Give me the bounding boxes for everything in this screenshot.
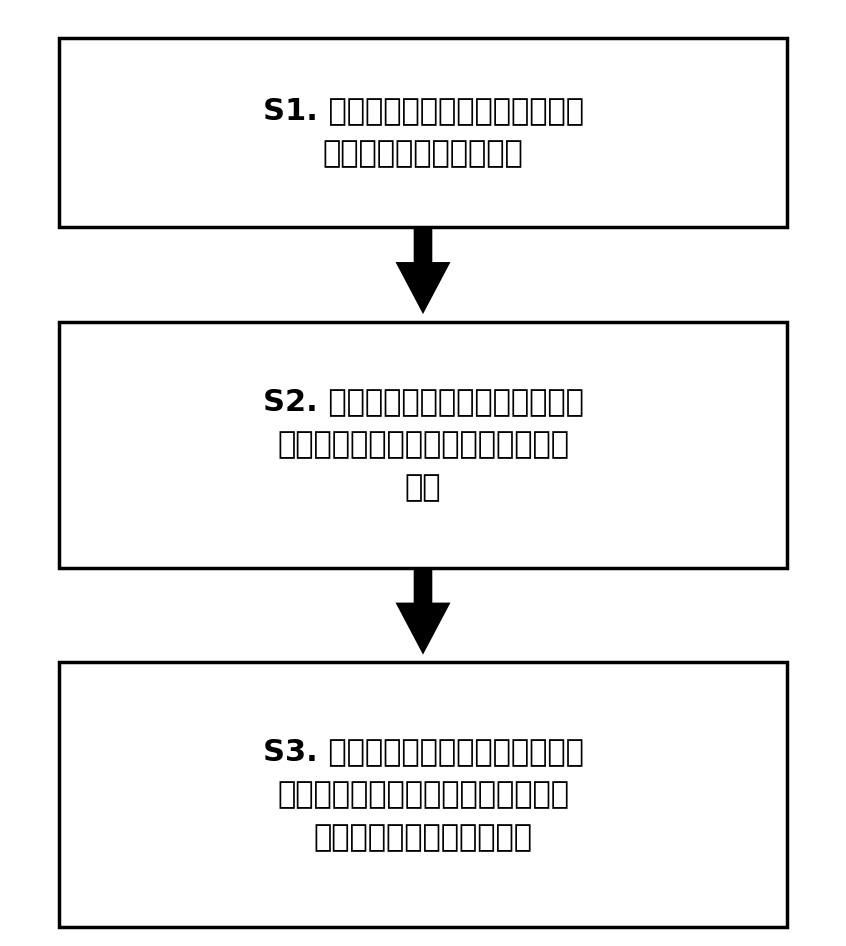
Text: S1. 固体声波发射装置与空间声波发
射装置同时发射声波信号: S1. 固体声波发射装置与空间声波发 射装置同时发射声波信号 bbox=[262, 96, 584, 168]
Text: S2. 测量固体声波接收装置与空间声
波接收装置接收到对应声波信号的时
间差: S2. 测量固体声波接收装置与空间声 波接收装置接收到对应声波信号的时 间差 bbox=[262, 387, 584, 502]
Polygon shape bbox=[395, 227, 450, 314]
Bar bbox=[59, 38, 787, 227]
Text: S3. 通过时间差和声波发射装置与声
波接收装置之间的距离，确定气液界
面距离声波发生装置的距离: S3. 通过时间差和声波发射装置与声 波接收装置之间的距离，确定气液界 面距离声… bbox=[262, 737, 584, 852]
Bar bbox=[59, 322, 787, 568]
Bar bbox=[59, 662, 787, 927]
Polygon shape bbox=[395, 568, 450, 655]
